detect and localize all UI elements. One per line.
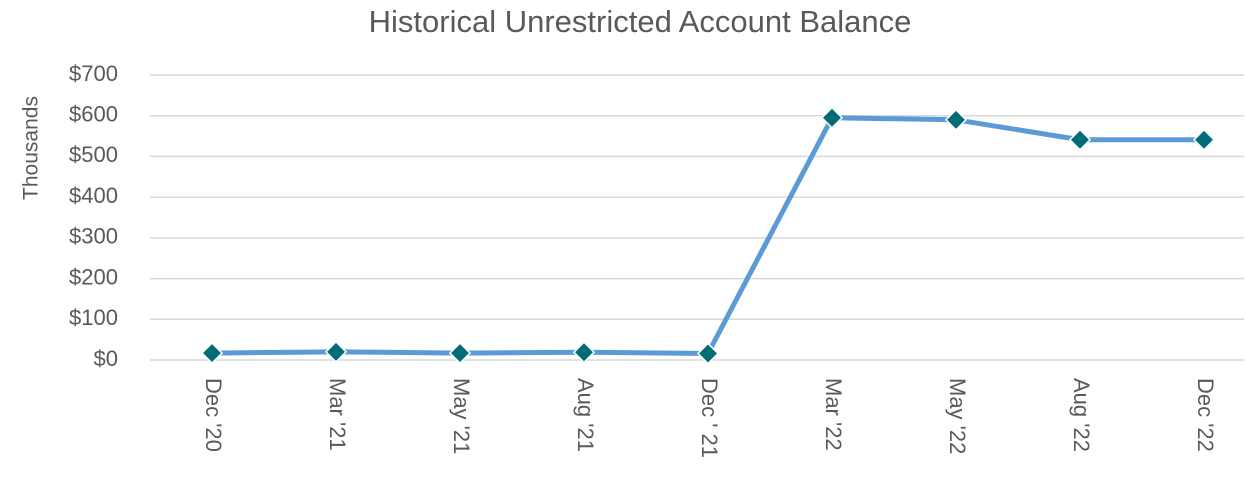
marker (448, 342, 472, 365)
marker (1192, 128, 1216, 151)
y-tick-label: $100 (69, 305, 118, 330)
line (211, 115, 1204, 356)
y-tick-label: $200 (69, 264, 118, 289)
marker (696, 342, 720, 365)
x-tick-label: May '22 (945, 378, 970, 454)
marker (200, 342, 224, 365)
x-tick-label: Mar '21 (325, 378, 350, 451)
chart-title: Historical Unrestricted Account Balance (369, 4, 912, 39)
y-tick-label: $400 (69, 183, 118, 208)
marker (944, 108, 968, 131)
x-tick-label: May '21 (449, 378, 474, 454)
y-axis-label: Thousands (20, 96, 43, 200)
y-tick-label: $700 (69, 61, 118, 86)
x-tick-label: Dec '22 (1193, 378, 1218, 452)
x-tick-label: Dec ' 21 (697, 378, 722, 458)
x-tick-label: Dec '20 (201, 378, 226, 452)
marker (572, 341, 596, 364)
marker (820, 106, 844, 129)
x-tick-label: Aug '22 (1069, 378, 1094, 452)
y-tick-label: $500 (69, 142, 118, 167)
y-tick-label: $600 (69, 102, 118, 127)
x-tick-label: Mar '22 (821, 378, 846, 451)
marker (1068, 128, 1092, 151)
y-tick-label: $300 (69, 224, 118, 249)
x-tick-label: Aug '21 (573, 378, 598, 452)
y-tick-label: $0 (94, 346, 118, 371)
marker (324, 340, 348, 363)
